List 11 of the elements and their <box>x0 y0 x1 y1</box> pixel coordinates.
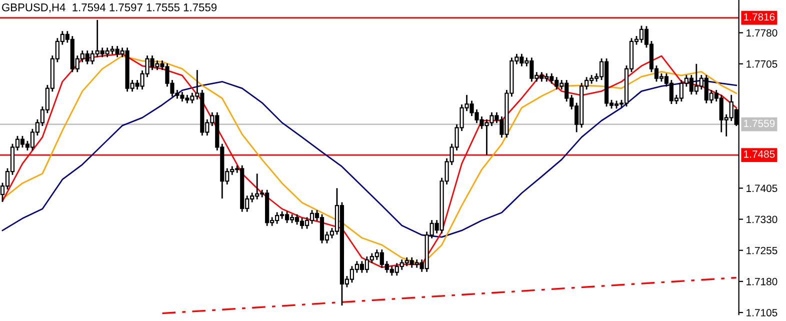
y-tick-label: 1.7105 <box>746 309 778 316</box>
y-tick-label: 1.7330 <box>746 216 778 224</box>
y-tick-label: 1.7180 <box>746 278 778 286</box>
y-tick-label: 1.7405 <box>746 184 778 192</box>
ref-line-label: 1.7559 <box>744 120 775 128</box>
ref-line-label: 1.7816 <box>744 13 775 21</box>
y-tick-label: 1.7255 <box>746 246 778 254</box>
y-tick-label: 1.7780 <box>746 29 778 37</box>
chart-title: GBPUSD,H4 1.7594 1.7597 1.7555 1.7559 <box>2 3 217 13</box>
y-tick-label: 1.7705 <box>746 60 778 68</box>
ref-line-label: 1.7485 <box>744 150 775 158</box>
